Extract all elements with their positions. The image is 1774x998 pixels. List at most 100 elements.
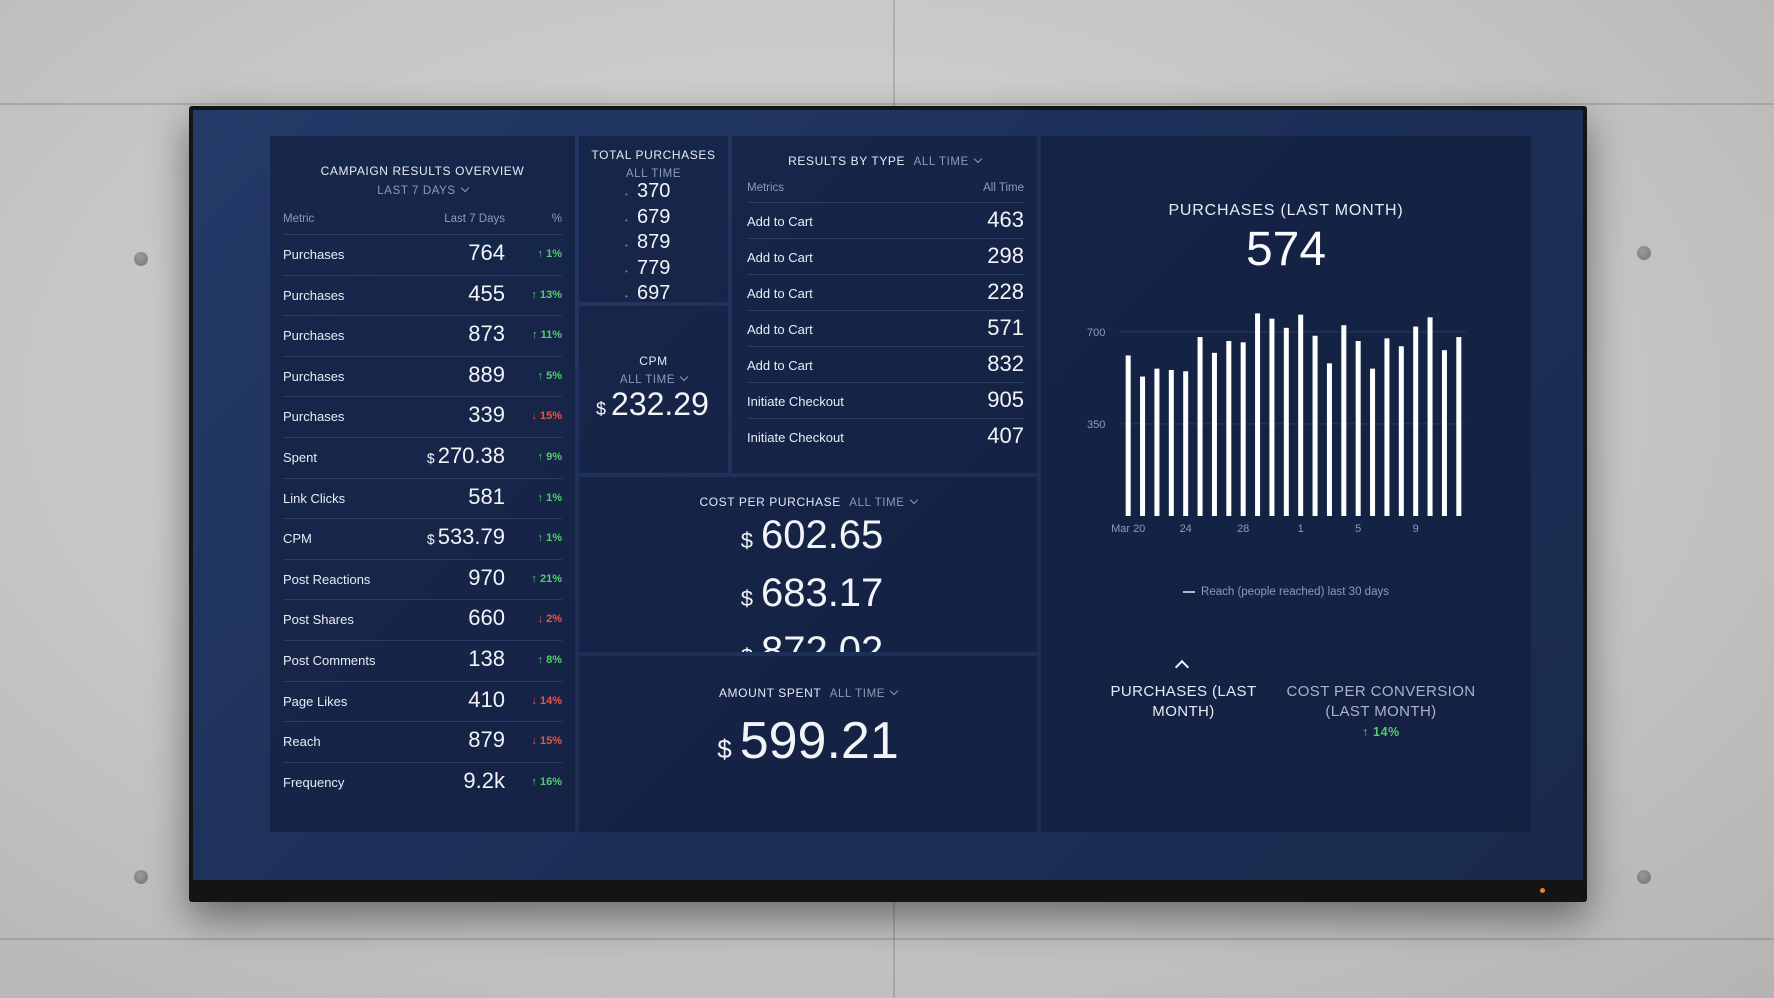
table-row: Frequency 9.2k ↑ 16% xyxy=(283,761,562,803)
bar xyxy=(1441,350,1447,516)
table-row: Purchases 455 ↑ 13% xyxy=(283,274,562,316)
metric-number: 9.2k xyxy=(463,767,505,793)
metric-number: 270.38 xyxy=(437,442,505,468)
percent-change: ↑ 1% xyxy=(537,248,562,260)
kpi-purchases-label[interactable]: PURCHASES (LAST MONTH) xyxy=(1110,683,1257,720)
bullet-icon: • xyxy=(625,266,628,276)
list-item: $683.17 xyxy=(579,571,1037,629)
list-item: $872.02 xyxy=(579,629,1037,652)
period-selector[interactable]: RESULTS BY TYPE ALL TIME xyxy=(732,152,1037,170)
metric-label: Purchases xyxy=(283,368,345,384)
metric-value: $270.38 xyxy=(427,443,505,469)
chevron-up-icon[interactable] xyxy=(1174,659,1190,675)
bar xyxy=(1197,337,1203,516)
wall-seam xyxy=(0,103,1774,105)
metric-label: Initiate Checkout xyxy=(747,394,844,409)
chevron-down-icon xyxy=(460,183,469,193)
metric-label: Purchases xyxy=(283,328,345,344)
metric-label: Add to Cart xyxy=(747,214,813,229)
x-tick-label: 1 xyxy=(1298,523,1304,535)
percent-change: ↑ 1% xyxy=(537,491,562,504)
bar xyxy=(1269,318,1275,516)
metric-value: 455 xyxy=(468,281,505,307)
bar xyxy=(1183,371,1189,516)
bullet-icon: • xyxy=(625,292,628,301)
currency-symbol: $ xyxy=(740,586,753,611)
metric-value: 407 xyxy=(987,423,1024,448)
metric-value: $533.79 xyxy=(427,524,505,550)
period-label: ALL TIME xyxy=(619,374,676,386)
metric-value: 228 xyxy=(987,279,1024,304)
metric-number: 764 xyxy=(468,240,505,265)
period-selector[interactable]: LAST 7 DAYS xyxy=(270,181,575,199)
metric-value: 879 xyxy=(468,727,505,753)
period-label: ALL TIME xyxy=(829,688,886,700)
metric-value: 905 xyxy=(987,387,1024,412)
y-tick-label: 700 xyxy=(1087,327,1105,339)
percent-change: ↓ 14% xyxy=(531,694,562,707)
period-label: LAST 7 DAYS xyxy=(377,185,456,197)
x-tick-label: 24 xyxy=(1180,523,1192,535)
currency-symbol: $ xyxy=(596,399,607,419)
metric-value: 339 xyxy=(468,402,505,428)
cost-values-list[interactable]: $602.65$683.17$872.02 xyxy=(579,513,1037,652)
table-row: Link Clicks 581 ↑ 1% xyxy=(283,477,562,519)
metric-label: Page Likes xyxy=(283,693,348,709)
panel-title: COST PER PURCHASE xyxy=(699,495,841,509)
purchase-value: 879 xyxy=(637,231,671,253)
metric-label: Post Shares xyxy=(283,612,354,628)
percent-change: ↑ 11% xyxy=(532,329,562,342)
bar xyxy=(1341,325,1347,516)
metric-value: 970 xyxy=(468,565,505,591)
metric-label: Add to Cart xyxy=(747,322,813,337)
list-item: $602.65 xyxy=(579,513,1037,571)
purchase-value: 779 xyxy=(637,256,671,279)
period-selector[interactable]: AMOUNT SPENT ALL TIME xyxy=(579,684,1037,702)
metric-value: 463 xyxy=(987,207,1024,232)
currency-symbol: $ xyxy=(426,449,435,466)
bar xyxy=(1226,341,1232,516)
bar xyxy=(1125,355,1131,516)
column-header-period: Last 7 Days xyxy=(444,213,505,225)
cost-value: 872.02 xyxy=(760,629,884,652)
currency-symbol: $ xyxy=(741,644,753,652)
table-row: Add to Cart 228 xyxy=(747,274,1024,310)
currency-symbol: $ xyxy=(717,734,732,764)
column-header-metric: Metric xyxy=(283,213,315,225)
percent-change: ↑ 5% xyxy=(537,369,562,382)
metric-label: CPM xyxy=(283,531,312,547)
percent-change: ↓ 2% xyxy=(537,613,562,626)
x-tick-label: 9 xyxy=(1413,523,1419,535)
column-header-pct: % xyxy=(551,213,562,225)
metric-value: 571 xyxy=(987,315,1024,340)
kpi-cost-per-conversion-label[interactable]: COST PER CONVERSION (LAST MONTH) xyxy=(1286,683,1476,720)
purchase-value: 679 xyxy=(637,205,671,228)
metric-number: 879 xyxy=(468,727,505,753)
chevron-down-icon xyxy=(889,686,899,696)
cpm-panel: CPM ALL TIME $232.29 xyxy=(579,306,728,473)
metric-number: 533.79 xyxy=(437,524,505,550)
period-selector[interactable]: COST PER PURCHASE ALL TIME xyxy=(579,493,1037,511)
percent-change: ↑ 16% xyxy=(531,775,562,788)
results-table: Add to Cart 463 Add to Cart 298 Add to Cart 2… xyxy=(747,202,1024,454)
purchases-bar-chart: 350 700 Mar 20 24 28 1 5 9 xyxy=(1087,313,1466,535)
metric-label: Purchases xyxy=(283,247,345,262)
table-row: Add to Cart 832 xyxy=(747,346,1024,382)
table-row: Post Shares 660 ↓ 2% xyxy=(283,599,562,640)
metric-number: 970 xyxy=(468,564,505,590)
results-by-type-panel: RESULTS BY TYPE ALL TIME Metrics All Tim… xyxy=(732,136,1037,473)
bar xyxy=(1211,352,1217,516)
column-header-period: All Time xyxy=(983,182,1024,194)
bar xyxy=(1255,313,1261,516)
bar xyxy=(1140,376,1146,516)
metric-value: 873 xyxy=(468,321,505,347)
wall-bolt xyxy=(134,870,148,884)
bar xyxy=(1456,337,1462,516)
percent-change: ↑ 13% xyxy=(531,288,562,301)
metric-label: Purchases xyxy=(283,409,345,425)
period-selector[interactable]: ALL TIME xyxy=(579,370,728,388)
table-row: Post Reactions 970 ↑ 21% xyxy=(283,558,562,600)
bar xyxy=(1370,368,1376,516)
metric-number: 138 xyxy=(468,645,505,671)
metric-number: 889 xyxy=(468,361,505,387)
